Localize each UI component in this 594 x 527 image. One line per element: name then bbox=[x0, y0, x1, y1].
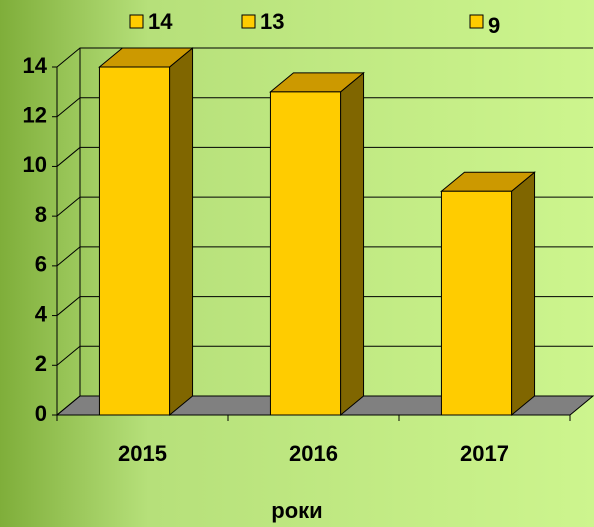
bar bbox=[98, 46, 194, 417]
legend-label: 13 bbox=[260, 9, 284, 34]
y-tick-label: 2 bbox=[35, 351, 47, 376]
legend-swatch bbox=[469, 14, 484, 29]
legend-swatch bbox=[241, 14, 256, 29]
x-tick-label: 2016 bbox=[289, 441, 338, 466]
y-tick-label: 0 bbox=[35, 401, 47, 426]
x-tick-label: 2017 bbox=[460, 441, 509, 466]
y-tick-label: 4 bbox=[35, 301, 48, 326]
bar-front bbox=[98, 66, 171, 416]
bar-side bbox=[340, 71, 365, 417]
y-tick-label: 6 bbox=[35, 252, 47, 277]
y-tick-label: 12 bbox=[23, 103, 47, 128]
legend-label: 14 bbox=[148, 9, 173, 34]
bar-side bbox=[511, 171, 536, 417]
legend-swatch bbox=[129, 14, 144, 29]
legend-label: 9 bbox=[488, 13, 500, 38]
bar bbox=[440, 171, 536, 417]
x-axis-label: роки bbox=[271, 498, 322, 523]
y-tick-label: 14 bbox=[23, 53, 48, 78]
bar-front bbox=[269, 91, 342, 416]
y-tick-label: 8 bbox=[35, 202, 47, 227]
bar bbox=[269, 71, 365, 417]
x-tick-label: 2015 bbox=[118, 441, 167, 466]
bar-front bbox=[440, 190, 513, 416]
bar-side bbox=[169, 46, 194, 417]
y-tick-label: 10 bbox=[23, 152, 47, 177]
